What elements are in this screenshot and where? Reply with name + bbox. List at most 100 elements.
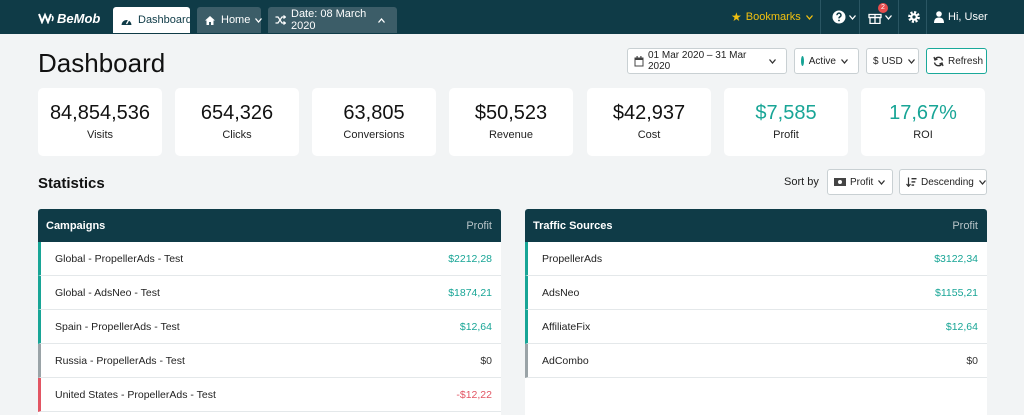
refresh-button[interactable]: Refresh xyxy=(926,48,987,74)
chevron-down-icon xyxy=(849,14,856,20)
row-name: AdsNeo xyxy=(542,286,580,299)
refresh-icon xyxy=(933,56,944,66)
traffic-sources-metric-header: Profit xyxy=(952,219,978,232)
table-row[interactable]: Russia - PropellerAds - Test $0 xyxy=(38,344,501,378)
table-row[interactable]: AdsNeo $1155,21 xyxy=(525,276,987,310)
table-row[interactable]: Spain - PropellerAds - Test $12,64 xyxy=(38,310,501,344)
status-filter-dropdown[interactable]: Active xyxy=(794,48,859,74)
row-profit: $0 xyxy=(480,354,492,367)
stat-label: Revenue xyxy=(488,129,534,141)
table-row[interactable]: United States - PropellerAds - Test -$12… xyxy=(38,378,501,412)
chevron-down-icon xyxy=(769,58,776,64)
topbar-divider xyxy=(926,0,927,34)
campaigns-table-header: Campaigns Profit xyxy=(38,209,501,242)
table-row[interactable]: AffiliateFix $12,64 xyxy=(525,310,987,344)
chevron-down-icon xyxy=(841,58,848,64)
traffic-sources-table-header: Traffic Sources Profit xyxy=(525,209,987,242)
stat-label: Clicks xyxy=(222,129,252,141)
nav-dashboard-label: Dashboard xyxy=(138,14,192,26)
stat-label: Visits xyxy=(86,129,114,141)
campaigns-table: Campaigns Profit Global - PropellerAds -… xyxy=(38,209,501,415)
chevron-down-icon xyxy=(805,14,813,20)
campaigns-heading: Campaigns xyxy=(46,219,106,232)
gift-icon xyxy=(868,13,882,24)
row-profit: $1155,21 xyxy=(934,286,978,299)
home-icon xyxy=(205,15,215,25)
sort-by-label: Sort by xyxy=(784,176,819,188)
stat-card-cost: $42,937 Cost xyxy=(587,88,711,156)
row-name: United States - PropellerAds - Test xyxy=(55,388,216,401)
stat-value: $50,523 xyxy=(474,102,548,124)
row-profit: $3122,34 xyxy=(934,252,978,265)
help-menu[interactable] xyxy=(832,0,856,34)
settings-button[interactable] xyxy=(907,0,921,34)
sort-field-dropdown[interactable]: Profit xyxy=(827,169,893,195)
traffic-sources-table: Traffic Sources Profit PropellerAds $312… xyxy=(525,209,987,415)
table-row[interactable]: Global - PropellerAds - Test $2212,28 xyxy=(38,242,501,276)
nav-dashboard-tab[interactable]: Dashboard xyxy=(113,7,192,33)
row-name: AdCombo xyxy=(542,354,589,367)
currency-dropdown[interactable]: $ USD xyxy=(866,48,919,74)
stat-label: Profit xyxy=(773,129,799,141)
chevron-down-icon xyxy=(978,179,986,185)
row-name: Global - PropellerAds - Test xyxy=(55,252,184,265)
top-navbar: BeMob Dashboard Home Date: 08 March 2020… xyxy=(0,0,1024,34)
stat-card-conversions: 63,805 Conversions xyxy=(312,88,436,156)
dollar-icon: $ xyxy=(873,55,879,67)
chevron-down-icon xyxy=(907,58,915,64)
statistics-heading: Statistics xyxy=(38,175,105,192)
page-title: Dashboard xyxy=(38,48,166,78)
table-row[interactable]: AdCombo $0 xyxy=(525,344,987,378)
nav-home-tab[interactable]: Home xyxy=(197,7,263,33)
bookmarks-label: Bookmarks xyxy=(745,11,801,23)
table-row[interactable]: PropellerAds $3122,34 xyxy=(525,242,987,276)
stat-label: Conversions xyxy=(343,129,405,141)
topbar-divider xyxy=(859,0,860,34)
row-profit: -$12,22 xyxy=(456,388,492,401)
stat-label: ROI xyxy=(913,129,933,141)
status-dot-icon xyxy=(801,56,804,66)
stat-value: 654,326 xyxy=(200,102,274,124)
currency-label: USD xyxy=(881,55,903,67)
user-icon xyxy=(934,11,944,23)
traffic-sources-heading: Traffic Sources xyxy=(533,219,613,232)
bemob-logo[interactable]: BeMob xyxy=(38,9,100,27)
user-menu[interactable]: Hi, User xyxy=(934,0,988,34)
notifications-menu[interactable] xyxy=(868,0,892,34)
question-circle-icon xyxy=(832,10,846,24)
shuffle-icon xyxy=(275,15,286,25)
row-profit: $12,64 xyxy=(459,320,492,333)
logo-text: BeMob xyxy=(57,10,101,26)
date-range-picker[interactable]: 01 Mar 2020 – 31 Mar 2020 xyxy=(627,48,787,74)
sort-descending-icon xyxy=(906,177,917,187)
bookmarks-menu[interactable]: ★ Bookmarks xyxy=(731,0,813,34)
sort-order-label: Descending xyxy=(921,176,974,188)
stat-card-revenue: $50,523 Revenue xyxy=(449,88,573,156)
row-profit: $0 xyxy=(966,354,978,367)
stat-card-visits: 84,854,536 Visits xyxy=(38,88,162,156)
row-profit: $2212,28 xyxy=(448,252,492,265)
stat-card-profit: $7,585 Profit xyxy=(724,88,848,156)
dashboard-gauge-icon xyxy=(121,18,132,25)
row-name: PropellerAds xyxy=(542,252,603,265)
sort-field-label: Profit xyxy=(850,176,874,188)
stat-value: 17,67% xyxy=(889,102,957,124)
campaigns-metric-header: Profit xyxy=(466,219,492,232)
logo-icon xyxy=(38,12,54,24)
sort-order-dropdown[interactable]: Descending xyxy=(899,169,987,195)
nav-date-tab[interactable]: Date: 08 March 2020 xyxy=(268,7,397,33)
status-filter-label: Active xyxy=(808,55,836,67)
stat-card-clicks: 654,326 Clicks xyxy=(175,88,299,156)
user-greeting: Hi, User xyxy=(948,11,988,23)
stat-card-roi: 17,67% ROI xyxy=(861,88,985,156)
star-icon: ★ xyxy=(731,10,742,24)
row-profit: $12,64 xyxy=(945,320,978,333)
chevron-up-icon xyxy=(378,17,385,23)
chevron-down-icon xyxy=(878,179,886,185)
stat-value: 63,805 xyxy=(343,102,405,124)
chevron-down-icon xyxy=(885,14,892,20)
topbar-divider xyxy=(820,0,821,34)
notification-badge: 2 xyxy=(878,3,888,13)
table-row[interactable]: Global - AdsNeo - Test $1874,21 xyxy=(38,276,501,310)
topbar-divider xyxy=(898,0,899,34)
